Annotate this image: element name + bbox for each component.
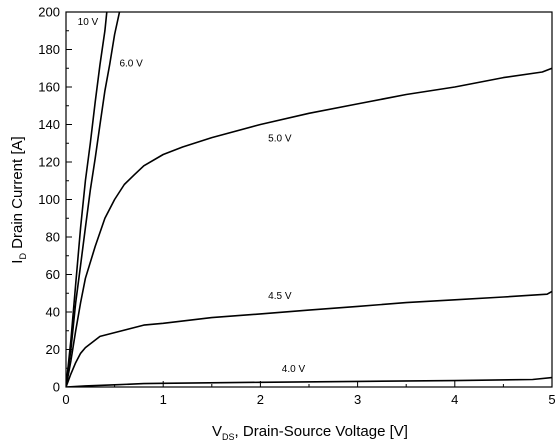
x-tick-label: 2	[257, 392, 264, 407]
x-tick-label: 4	[451, 392, 458, 407]
y-axis-title: ID Drain Current [A]	[9, 136, 28, 263]
series-line-10-v	[66, 12, 108, 387]
y-axis-title-subscript: D	[18, 253, 28, 260]
y-tick-label: 120	[38, 155, 60, 170]
x-axis-title-main: V	[212, 423, 222, 440]
curve-label: 10 V	[78, 17, 99, 28]
x-tick-label: 1	[160, 392, 167, 407]
y-tick-label: 80	[46, 230, 60, 245]
y-tick-label: 160	[38, 80, 60, 95]
x-axis-title-subscript: DS	[222, 432, 235, 442]
y-axis-title-main: I	[9, 260, 26, 264]
y-tick-label: 180	[38, 42, 60, 57]
y-tick-label: 60	[46, 267, 60, 282]
curve-label: 6.0 V	[119, 58, 143, 69]
curve-label: 4.0 V	[282, 364, 306, 375]
series-line-5-0-v	[66, 67, 552, 387]
y-tick-label: 140	[38, 117, 60, 132]
x-tick-label: 0	[62, 392, 69, 407]
y-tick-label: 20	[46, 342, 60, 357]
series-line-4-5-v	[66, 290, 552, 387]
y-axis-title-rest: Drain Current [A]	[9, 136, 26, 253]
x-tick-label: 3	[354, 392, 361, 407]
curve-label: 4.5 V	[268, 291, 292, 302]
x-axis-title: VDS, Drain-Source Voltage [V]	[212, 423, 408, 442]
y-tick-label: 40	[46, 305, 60, 320]
y-tick-label: 100	[38, 192, 60, 207]
curve-label: 5.0 V	[268, 133, 292, 144]
curve-labels: 10 V 6.0 V 5.0 V 4.5 V 4.0 V	[78, 17, 306, 375]
axis-ticks: 0 1 2 3 4 5 0 20 40 60 80 100 120 140 160 180 200	[38, 5, 555, 408]
y-tick-label: 0	[53, 380, 60, 395]
series-line-4-0-v	[66, 376, 552, 387]
y-tick-label: 200	[38, 5, 60, 20]
series-layer	[66, 12, 552, 387]
series-line-6-0-v	[66, 12, 121, 387]
x-axis-title-rest: , Drain-Source Voltage [V]	[235, 423, 408, 440]
x-tick-label: 5	[548, 392, 555, 407]
